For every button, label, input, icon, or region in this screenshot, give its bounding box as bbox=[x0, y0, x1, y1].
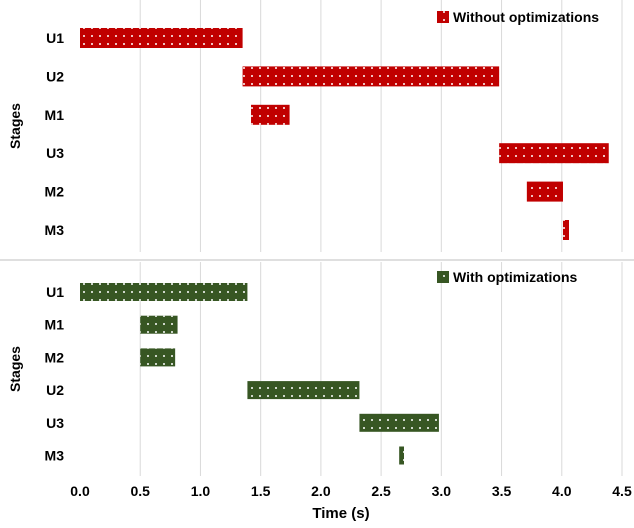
x-tick-label: 2.0 bbox=[311, 483, 331, 499]
legend-label: With optimizations bbox=[453, 269, 578, 285]
bar-pattern bbox=[562, 220, 570, 240]
y-axis-label: Stages bbox=[7, 103, 23, 149]
panel-with-optimizations: Stages U1 M1 M2 U2 U3 M3 With optimizations bbox=[7, 262, 623, 476]
legend-swatch-pattern bbox=[437, 271, 449, 283]
y-axis-label: Stages bbox=[7, 346, 23, 392]
bar-pattern bbox=[140, 348, 176, 367]
x-axis-label: Time (s) bbox=[312, 505, 369, 522]
stage-label-u3: U3 bbox=[46, 145, 64, 161]
bar-pattern bbox=[242, 66, 500, 87]
stage-label-m2: M2 bbox=[45, 184, 65, 200]
bar-pattern bbox=[526, 181, 563, 202]
x-tick-label: 3.5 bbox=[492, 483, 512, 499]
bar-pattern bbox=[251, 104, 290, 125]
bar-pattern bbox=[499, 143, 609, 164]
stage-label-m2: M2 bbox=[45, 349, 65, 365]
x-tick-label: 0.0 bbox=[70, 483, 90, 499]
stage-label-u3: U3 bbox=[46, 415, 64, 431]
x-tick-label: 4.0 bbox=[552, 483, 572, 499]
x-tick-label: 3.0 bbox=[432, 483, 452, 499]
stage-label-u1: U1 bbox=[46, 30, 64, 46]
bar-pattern bbox=[247, 381, 360, 400]
x-tick-label: 1.5 bbox=[251, 483, 271, 499]
x-tick-label: 2.5 bbox=[371, 483, 391, 499]
stage-label-m3: M3 bbox=[45, 448, 65, 464]
stage-label-u2: U2 bbox=[46, 68, 64, 84]
stage-label-m1: M1 bbox=[45, 317, 65, 333]
x-tick-label: 4.5 bbox=[612, 483, 632, 499]
x-axis: 0.0 0.5 1.0 1.5 2.0 2.5 3.0 3.5 4.0 4.5 Time (s) bbox=[70, 483, 632, 522]
bar-pattern bbox=[80, 283, 248, 301]
stage-label-m1: M1 bbox=[45, 107, 65, 123]
x-tick-label: 0.5 bbox=[130, 483, 150, 499]
panel-without-optimizations: Stages U1 U2 M1 U3 M2 M3 Without optimizations bbox=[7, 0, 623, 252]
x-tick-label: 1.0 bbox=[191, 483, 211, 499]
stage-label-u1: U1 bbox=[46, 284, 64, 300]
bar-pattern bbox=[399, 446, 404, 465]
bar-pattern bbox=[140, 315, 178, 334]
bar-pattern bbox=[359, 413, 439, 432]
stage-label-m3: M3 bbox=[45, 222, 65, 238]
legend-swatch-pattern bbox=[437, 11, 449, 23]
stage-label-u2: U2 bbox=[46, 382, 64, 398]
bar-pattern bbox=[80, 28, 243, 48]
legend-label: Without optimizations bbox=[453, 9, 599, 25]
